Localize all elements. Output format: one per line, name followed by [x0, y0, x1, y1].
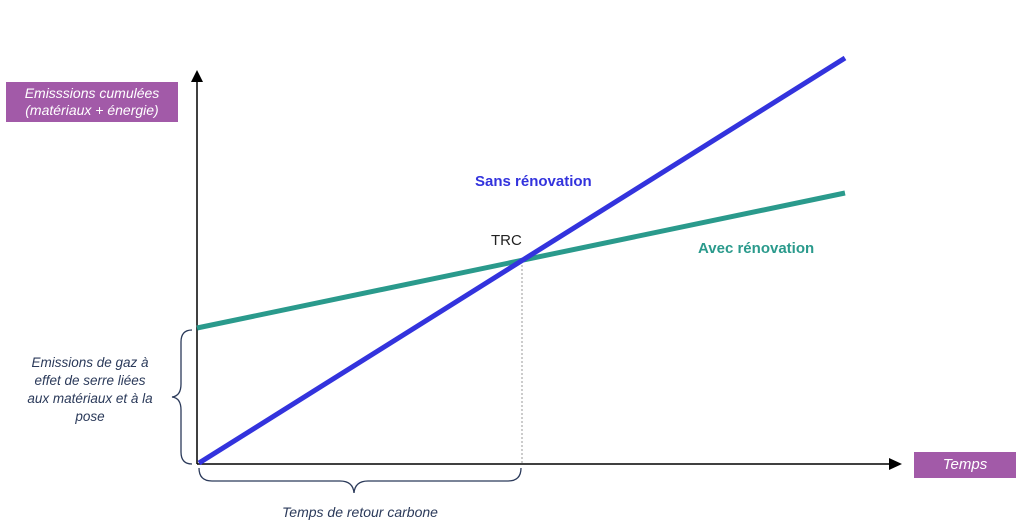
- bottom-brace: [198, 467, 522, 494]
- payback-time-annotation: Temps de retour carbone: [282, 504, 438, 520]
- trc-label: TRC: [491, 232, 522, 249]
- sans-renovation-label: Sans rénovation: [475, 173, 592, 190]
- x-axis-label-text: Temps: [942, 456, 988, 473]
- y-axis-arrow: [191, 70, 203, 82]
- avec-renovation-label: Avec rénovation: [698, 240, 815, 257]
- initial-emissions-annotation: Emissions de gaz à effet de serre liées …: [27, 355, 153, 424]
- y-axis-label: Emisssions cumulées (matériaux + énergie…: [6, 82, 178, 122]
- x-axis-arrow: [889, 458, 902, 470]
- sans-renovation-line: [197, 55, 847, 466]
- y-axis-label-text: Emisssions cumulées (matériaux + énergie…: [24, 85, 160, 118]
- left-brace: [171, 329, 193, 465]
- x-axis-label: Temps: [914, 452, 1016, 478]
